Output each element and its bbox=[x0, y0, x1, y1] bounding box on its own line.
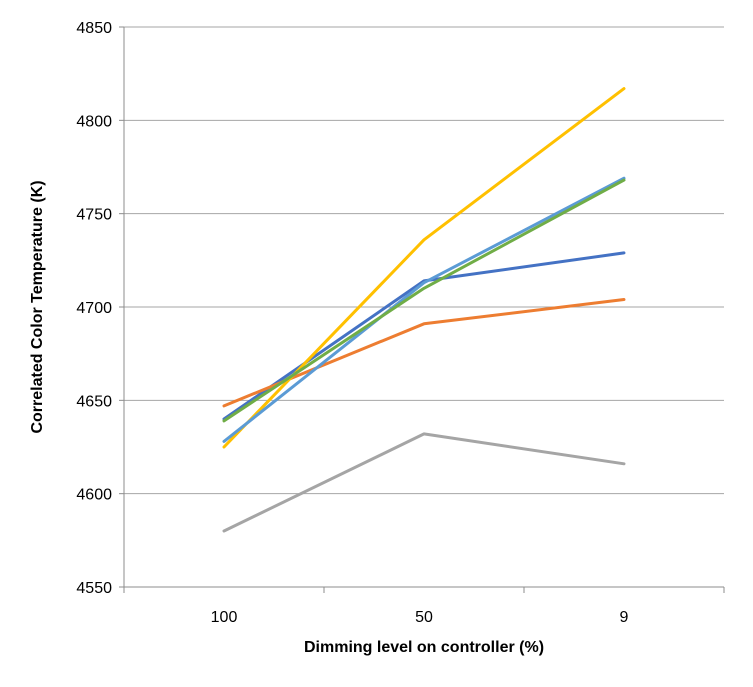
y-tick-label: 4650 bbox=[76, 393, 112, 410]
x-tick-label: 100 bbox=[211, 609, 238, 626]
series-line-2 bbox=[222, 298, 626, 408]
y-tick-label: 4750 bbox=[76, 207, 112, 224]
x-tick-labels: 100 50 9 bbox=[211, 609, 629, 626]
series-line-6 bbox=[222, 178, 626, 423]
y-tick-label: 4550 bbox=[76, 580, 112, 597]
y-tick-label: 4850 bbox=[76, 20, 112, 37]
series-line-3 bbox=[222, 432, 626, 533]
x-axis-title: Dimming level on controller (%) bbox=[304, 639, 544, 656]
x-tick-label: 50 bbox=[415, 609, 433, 626]
y-tick-label: 4800 bbox=[76, 113, 112, 130]
y-tick-label: 4700 bbox=[76, 300, 112, 317]
series-line-5 bbox=[222, 176, 626, 443]
series-lines bbox=[222, 87, 626, 533]
series-line-1 bbox=[222, 251, 626, 421]
y-tick-labels: 4550 4600 4650 4700 4750 4800 4850 bbox=[76, 20, 112, 597]
axes bbox=[119, 26, 725, 593]
gridlines bbox=[124, 26, 724, 495]
x-tick-label: 9 bbox=[620, 609, 629, 626]
y-axis-title: Correlated Color Temperature (K) bbox=[29, 180, 46, 433]
y-tick-label: 4600 bbox=[76, 487, 112, 504]
